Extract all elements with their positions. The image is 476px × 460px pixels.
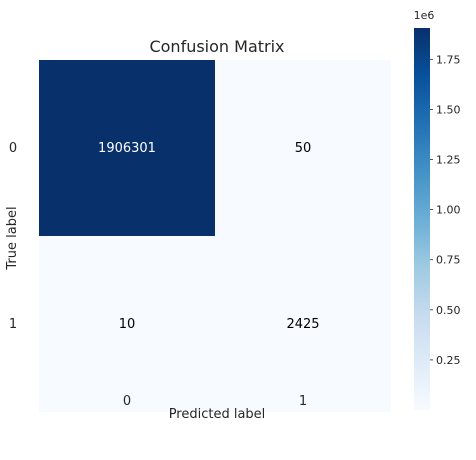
heatmap-cell (39, 236, 215, 412)
cell-value-label: 50 (295, 141, 312, 156)
heatmap-cell (39, 60, 215, 236)
x-axis-label: Predicted label (169, 407, 266, 422)
colorbar-tick-label: 1.75 (436, 53, 461, 66)
heatmap-cell (215, 60, 391, 236)
chart-title: Confusion Matrix (149, 37, 284, 56)
x-tick-label: 0 (123, 394, 131, 409)
y-tick-labels: 01 (9, 141, 17, 332)
colorbar-multiplier: 1e6 (414, 9, 435, 22)
colorbar-tick-label: 0.25 (436, 354, 461, 367)
colorbar-tick-label: 1.25 (436, 154, 461, 167)
colorbar-tick-label: 1.50 (436, 103, 461, 116)
cell-value-label: 10 (119, 317, 136, 332)
y-axis-label: True label (5, 206, 20, 270)
x-tick-label: 1 (299, 394, 307, 409)
colorbar-tick-label: 0.75 (436, 254, 461, 267)
cell-value-label: 1906301 (98, 141, 156, 156)
y-tick-label: 1 (9, 317, 17, 332)
colorbar-tick-label: 1.00 (436, 204, 461, 217)
colorbar-tick-label: 0.50 (436, 304, 461, 317)
heatmap-cell-labels: 1906301 50 10 2425 (98, 141, 320, 332)
colorbar-ticks: 0.25 0.50 0.75 1.00 1.25 1.50 1.75 (430, 53, 461, 367)
cell-value-label: 2425 (286, 317, 319, 332)
y-tick-label: 0 (9, 141, 17, 156)
heatmap-cell (215, 236, 391, 412)
colorbar (414, 28, 430, 410)
heatmap-cells (39, 60, 391, 412)
